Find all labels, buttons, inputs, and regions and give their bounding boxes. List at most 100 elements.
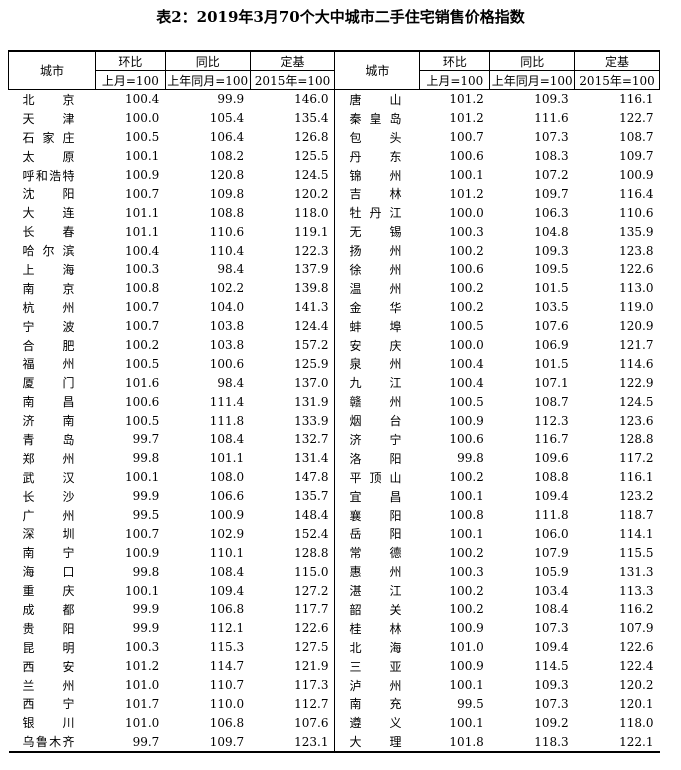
value-cell: 101.8 — [419, 732, 490, 754]
city-cell: 兰州 — [9, 676, 96, 695]
city-name: 泉州 — [349, 357, 402, 372]
value-cell: 109.3 — [490, 676, 575, 695]
value: 123.1 — [294, 734, 329, 749]
value: 132.7 — [294, 432, 329, 447]
value: 99.8 — [457, 451, 484, 466]
value: 106.3 — [534, 205, 569, 220]
value: 135.7 — [294, 489, 329, 504]
city-cell: 厦门 — [9, 373, 96, 392]
table-row: 哈尔滨 100.4 110.4 122.3 扬州 100.2 109.3 123.8 — [9, 241, 660, 261]
city-cell: 哈尔滨 — [9, 241, 96, 260]
value-cell: 99.8 — [420, 449, 490, 468]
city-cell: 安庆 — [334, 335, 420, 355]
city-name: 青岛 — [22, 432, 75, 447]
value-cell: 108.7 — [575, 128, 660, 147]
value-cell: 100.0 — [95, 109, 165, 128]
city-name: 丹东 — [349, 149, 402, 164]
value: 100.7 — [124, 300, 160, 315]
value-cell: 101.0 — [95, 713, 165, 732]
value: 100.1 — [124, 583, 160, 598]
value: 100.9 — [449, 621, 484, 636]
value-cell: 108.2 — [165, 147, 250, 166]
value-cell: 152.4 — [250, 524, 335, 543]
value: 100.5 — [124, 356, 160, 371]
value-cell: 100.7 — [95, 524, 165, 543]
value-cell: 100.3 — [95, 260, 165, 279]
city-name: 无锡 — [349, 225, 402, 240]
value-cell: 100.9 — [95, 543, 165, 562]
table-row: 乌鲁木齐 99.7 109.7 123.1 大理 101.8 118.3 122.1 — [8, 732, 660, 754]
table-row: 石家庄 100.5 106.4 126.8 包头 100.7 107.3 108.7 — [9, 127, 660, 147]
city-cell: 济宁 — [334, 430, 420, 449]
city-cell: 重庆 — [9, 581, 96, 600]
value: 100.1 — [449, 168, 484, 182]
value-cell: 109.7 — [575, 147, 660, 166]
value-cell: 99.5 — [420, 695, 490, 714]
value-cell: 100.1 — [420, 713, 490, 732]
city-cell: 广州 — [9, 506, 96, 525]
value: 117.7 — [294, 602, 329, 617]
value: 100.9 — [124, 545, 160, 560]
table-row: 兰州 101.0 110.7 117.3 泸州 100.1 109.3 120.2 — [9, 675, 660, 695]
city-name: 成都 — [22, 602, 75, 617]
value-cell: 118.0 — [250, 203, 335, 222]
city-name: 济南 — [22, 414, 75, 429]
value-cell: 124.5 — [250, 166, 335, 185]
table-row: 济南 100.5 111.8 133.9 烟台 100.9 112.3 123.6 — [9, 411, 660, 431]
value-cell: 110.0 — [165, 695, 250, 714]
value-cell: 100.2 — [95, 336, 165, 355]
value-cell: 123.6 — [575, 411, 660, 430]
city-cell: 平顶山 — [334, 467, 420, 487]
city-cell: 吉林 — [334, 184, 420, 204]
value-cell: 109.4 — [490, 487, 575, 506]
value: 100.3 — [124, 262, 160, 277]
value: 107.9 — [534, 545, 569, 560]
value: 111.4 — [209, 394, 245, 409]
value-cell: 100.9 — [420, 619, 490, 638]
city-name: 蚌埠 — [349, 319, 402, 334]
value: 100.1 — [449, 526, 484, 541]
col-header: 定基 — [574, 50, 660, 71]
value: 100.9 — [124, 168, 160, 182]
table-row: 南宁 100.9 110.1 128.8 常德 100.2 107.9 115.5 — [9, 543, 660, 563]
value: 131.4 — [294, 451, 329, 466]
value: 99.8 — [132, 451, 160, 466]
value-cell: 116.1 — [575, 468, 660, 487]
value: 100.7 — [124, 186, 160, 201]
city-name: 洛阳 — [349, 451, 402, 466]
value: 131.9 — [294, 394, 329, 409]
value: 120.2 — [294, 186, 329, 201]
value: 101.5 — [534, 281, 569, 296]
table-row: 贵阳 99.9 112.1 122.6 桂林 100.9 107.3 107.9 — [9, 618, 660, 638]
city-name: 南昌 — [22, 395, 75, 410]
value: 116.1 — [619, 92, 654, 107]
value-cell: 100.8 — [420, 506, 490, 525]
value-cell: 106.0 — [490, 524, 575, 543]
value: 104.0 — [209, 300, 245, 315]
city-name: 吉林 — [349, 187, 402, 202]
city-name: 包头 — [349, 130, 402, 145]
value: 106.0 — [534, 526, 569, 541]
value-cell: 104.8 — [490, 222, 575, 241]
value: 109.3 — [534, 92, 569, 107]
value: 103.4 — [534, 583, 569, 598]
value: 113.3 — [619, 583, 654, 598]
value-cell: 109.4 — [490, 638, 575, 657]
value: 118.7 — [619, 508, 654, 523]
value: 139.8 — [294, 281, 329, 296]
value-cell: 100.2 — [420, 600, 490, 619]
city-name: 海口 — [22, 565, 75, 580]
table-row: 成都 99.9 106.8 117.7 韶关 100.2 108.4 116.2 — [9, 600, 660, 619]
value: 100.4 — [124, 92, 160, 107]
value: 100.0 — [449, 205, 484, 220]
city-cell: 九江 — [334, 373, 420, 393]
city-name: 厦门 — [22, 376, 75, 391]
city-name: 烟台 — [349, 414, 402, 429]
value: 103.8 — [209, 319, 245, 334]
col-header: 同比 — [489, 50, 576, 71]
city-cell: 宜昌 — [334, 486, 420, 506]
value: 120.8 — [209, 168, 245, 182]
value-cell: 146.0 — [250, 90, 335, 109]
value-cell: 99.5 — [95, 506, 165, 525]
value: 122.3 — [294, 243, 329, 258]
